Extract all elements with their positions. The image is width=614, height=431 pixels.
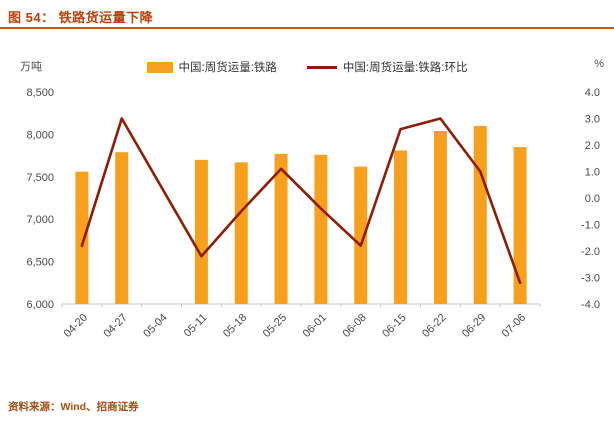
legend-bar-swatch-icon [146, 61, 173, 73]
right-axis-tick: 1.0 [585, 167, 600, 179]
right-axis-tick: -4.0 [581, 299, 600, 311]
right-axis-tick: 0.0 [585, 193, 600, 205]
bar-06-01 [314, 154, 328, 304]
x-axis-label: 06-29 [460, 312, 488, 340]
legend-line-swatch-icon [306, 65, 337, 69]
x-axis-label: 05-18 [221, 312, 249, 340]
legend-bar-label: 中国:周货运量:铁路 [178, 62, 277, 74]
x-axis-label: 06-22 [420, 312, 448, 340]
left-axis-tick: 6,500 [26, 257, 54, 269]
legend-item-line: 中国:周货运量:铁路:环比 [306, 59, 468, 75]
bar-04-27 [115, 152, 129, 304]
bar-05-25 [274, 153, 288, 304]
left-axis-tick: 8,500 [26, 87, 54, 99]
title-divider [0, 27, 614, 29]
left-axis-tick: 7,500 [26, 172, 54, 184]
bar-05-11 [194, 159, 208, 304]
x-axis-label: 06-01 [301, 312, 329, 340]
chart-title: 图 54： 铁路货运量下降 [8, 10, 154, 25]
right-axis-tick: 4.0 [585, 87, 600, 99]
bar-05-18 [234, 162, 248, 304]
bar-04-20 [75, 171, 89, 304]
source-note: 资料来源：Wind、招商证券 [8, 401, 139, 413]
legend-item-bar: 中国:周货运量:铁路 [146, 59, 277, 75]
bar-06-15 [394, 150, 408, 304]
right-axis-tick: -1.0 [581, 220, 600, 232]
bar-06-22 [433, 131, 447, 304]
x-axis-label: 06-08 [340, 312, 368, 340]
bar-06-08 [354, 166, 368, 304]
x-axis-label: 04-20 [62, 312, 90, 340]
x-axis-label: 04-27 [101, 312, 129, 340]
x-axis-label: 05-25 [261, 312, 289, 340]
legend-line-label: 中国:周货运量:铁路:环比 [342, 62, 468, 74]
right-axis-tick: 2.0 [585, 140, 600, 152]
left-axis-tick: 8,000 [26, 129, 54, 141]
x-axis-label: 05-04 [141, 312, 169, 340]
right-axis-tick: -3.0 [581, 273, 600, 285]
right-axis-tick: 3.0 [585, 114, 600, 126]
left-axis-unit: 万吨 [20, 61, 42, 73]
bar-06-29 [473, 125, 487, 304]
legend: 中国:周货运量:铁路 中国:周货运量:铁路:环比 [0, 59, 614, 75]
x-axis-label: 05-11 [182, 312, 210, 340]
right-axis-tick: -2.0 [581, 246, 600, 258]
line-series [80, 117, 522, 285]
chart-canvas: 6,000 6,500 7,000 7,500 8,000 8,500 -4.0 -3.0 -2… [26, 87, 600, 340]
right-axis-unit: % [594, 58, 604, 70]
bar-07-06 [513, 147, 527, 304]
left-axis-tick: 6,000 [26, 299, 54, 311]
x-axis-label: 07-06 [500, 312, 528, 340]
left-axis-tick: 7,000 [26, 214, 54, 226]
x-axis-label: 06-15 [380, 312, 408, 340]
